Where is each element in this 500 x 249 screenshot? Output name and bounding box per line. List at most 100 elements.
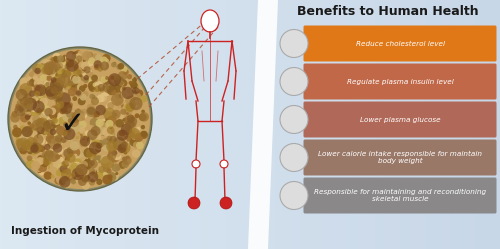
Circle shape: [73, 158, 82, 167]
Circle shape: [104, 138, 108, 142]
Circle shape: [105, 118, 109, 121]
Text: Ingestion of Mycoprotein: Ingestion of Mycoprotein: [11, 226, 159, 236]
Circle shape: [92, 79, 98, 85]
Circle shape: [40, 135, 42, 138]
Circle shape: [118, 136, 124, 143]
Circle shape: [220, 197, 232, 209]
Circle shape: [58, 68, 64, 74]
Circle shape: [74, 64, 79, 70]
Circle shape: [42, 124, 49, 131]
Circle shape: [76, 164, 80, 168]
Circle shape: [38, 126, 46, 134]
Circle shape: [126, 155, 130, 159]
Circle shape: [30, 141, 38, 149]
Circle shape: [38, 155, 44, 161]
Circle shape: [107, 116, 117, 125]
Circle shape: [24, 110, 32, 118]
Circle shape: [44, 123, 52, 130]
Circle shape: [17, 144, 22, 150]
Circle shape: [20, 102, 29, 111]
Circle shape: [36, 118, 46, 128]
Circle shape: [39, 155, 44, 159]
Circle shape: [36, 136, 45, 145]
Text: Lower plasma glucose: Lower plasma glucose: [360, 117, 440, 123]
Circle shape: [71, 163, 78, 169]
Circle shape: [112, 122, 117, 126]
Circle shape: [20, 92, 24, 96]
Circle shape: [93, 112, 97, 116]
Circle shape: [68, 154, 76, 162]
Circle shape: [57, 92, 71, 106]
Circle shape: [76, 136, 79, 139]
Circle shape: [92, 146, 96, 150]
Circle shape: [16, 142, 20, 145]
Circle shape: [38, 124, 46, 133]
Circle shape: [68, 118, 73, 123]
Circle shape: [80, 138, 89, 148]
Circle shape: [52, 159, 62, 168]
Circle shape: [44, 67, 54, 76]
Circle shape: [67, 71, 72, 77]
Circle shape: [100, 57, 108, 64]
Circle shape: [85, 158, 90, 163]
Circle shape: [32, 109, 39, 116]
Circle shape: [100, 119, 108, 127]
Circle shape: [127, 74, 132, 79]
Circle shape: [94, 132, 99, 137]
Circle shape: [34, 163, 43, 172]
Circle shape: [20, 125, 26, 132]
Circle shape: [62, 167, 72, 176]
Circle shape: [125, 96, 134, 105]
Circle shape: [78, 178, 86, 186]
Circle shape: [87, 60, 94, 66]
Circle shape: [40, 90, 43, 93]
Circle shape: [118, 114, 124, 119]
Circle shape: [126, 115, 135, 123]
Circle shape: [64, 156, 70, 162]
Circle shape: [68, 80, 73, 86]
Circle shape: [51, 61, 54, 64]
Circle shape: [60, 58, 66, 62]
Circle shape: [80, 166, 84, 169]
Circle shape: [65, 87, 68, 91]
Circle shape: [46, 82, 50, 86]
Circle shape: [64, 166, 72, 174]
Text: Responsible for maintaining and reconditioning
skeletal muscle: Responsible for maintaining and recondit…: [314, 189, 486, 202]
Circle shape: [92, 143, 100, 151]
Circle shape: [42, 124, 50, 132]
Circle shape: [92, 82, 101, 92]
Circle shape: [124, 135, 131, 142]
Circle shape: [77, 113, 85, 121]
Circle shape: [16, 137, 20, 141]
Circle shape: [67, 174, 72, 179]
Circle shape: [82, 51, 92, 61]
Circle shape: [50, 58, 54, 63]
Circle shape: [22, 86, 25, 89]
Circle shape: [86, 52, 92, 59]
Circle shape: [66, 174, 76, 183]
Circle shape: [105, 117, 110, 122]
Circle shape: [88, 128, 97, 136]
Circle shape: [52, 75, 62, 85]
Circle shape: [102, 160, 110, 168]
Circle shape: [121, 141, 128, 148]
Circle shape: [70, 135, 76, 141]
Circle shape: [116, 166, 120, 170]
Circle shape: [114, 112, 117, 115]
Circle shape: [17, 101, 20, 104]
Circle shape: [93, 173, 98, 178]
Circle shape: [42, 64, 52, 74]
Circle shape: [44, 81, 48, 85]
Circle shape: [41, 98, 46, 103]
Circle shape: [62, 55, 67, 59]
Circle shape: [131, 158, 134, 162]
Circle shape: [38, 163, 47, 172]
Circle shape: [114, 74, 120, 81]
Circle shape: [100, 156, 114, 169]
Circle shape: [100, 87, 104, 93]
Circle shape: [54, 109, 63, 118]
Text: Lower calorie intake responsible for maintain
body weight: Lower calorie intake responsible for mai…: [318, 151, 482, 164]
Circle shape: [96, 94, 104, 102]
Circle shape: [73, 69, 81, 76]
Circle shape: [18, 126, 28, 136]
